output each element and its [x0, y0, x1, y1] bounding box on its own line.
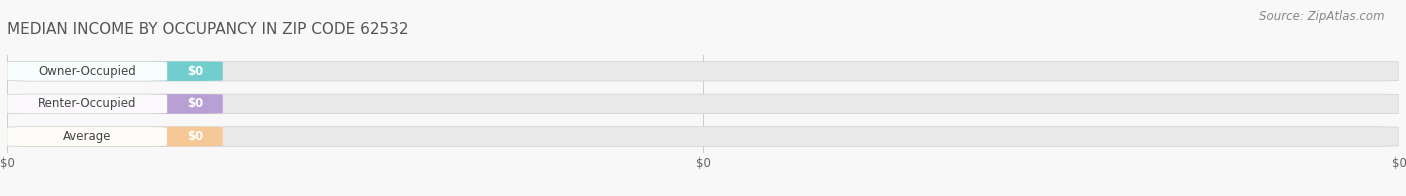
FancyBboxPatch shape [7, 127, 167, 146]
FancyBboxPatch shape [7, 94, 222, 114]
FancyBboxPatch shape [7, 127, 222, 146]
Text: Owner-Occupied: Owner-Occupied [38, 65, 136, 78]
FancyBboxPatch shape [7, 61, 1399, 81]
FancyBboxPatch shape [7, 94, 1399, 114]
FancyBboxPatch shape [7, 94, 167, 114]
Text: $0: $0 [187, 97, 202, 110]
Text: MEDIAN INCOME BY OCCUPANCY IN ZIP CODE 62532: MEDIAN INCOME BY OCCUPANCY IN ZIP CODE 6… [7, 22, 409, 37]
FancyBboxPatch shape [7, 61, 167, 81]
FancyBboxPatch shape [7, 61, 222, 81]
Text: Renter-Occupied: Renter-Occupied [38, 97, 136, 110]
Text: $0: $0 [187, 130, 202, 143]
Text: Source: ZipAtlas.com: Source: ZipAtlas.com [1260, 10, 1385, 23]
Text: Average: Average [63, 130, 111, 143]
Text: $0: $0 [187, 65, 202, 78]
FancyBboxPatch shape [7, 127, 1399, 146]
